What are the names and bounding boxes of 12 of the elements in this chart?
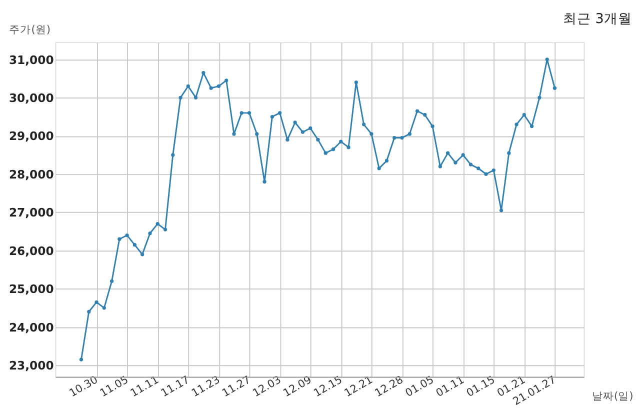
y-tick-label: 26,000 — [8, 244, 54, 258]
y-tick-label: 28,000 — [8, 167, 54, 182]
y-tick-label: 23,000 — [8, 358, 54, 373]
y-tick-label: 30,000 — [8, 91, 54, 105]
y-tick-label: 25,000 — [8, 282, 54, 296]
y-tick-label: 31,000 — [8, 52, 54, 67]
text: 최근 3개월 — [562, 10, 632, 27]
y-tick-label: 27,000 — [8, 206, 54, 220]
y-tick-label: 24,000 — [8, 320, 54, 334]
x-axis-title: 날짜(일) — [592, 390, 634, 403]
y-tick-label: 29,000 — [8, 129, 54, 144]
y-axis-title: 주가(원) — [9, 22, 51, 36]
